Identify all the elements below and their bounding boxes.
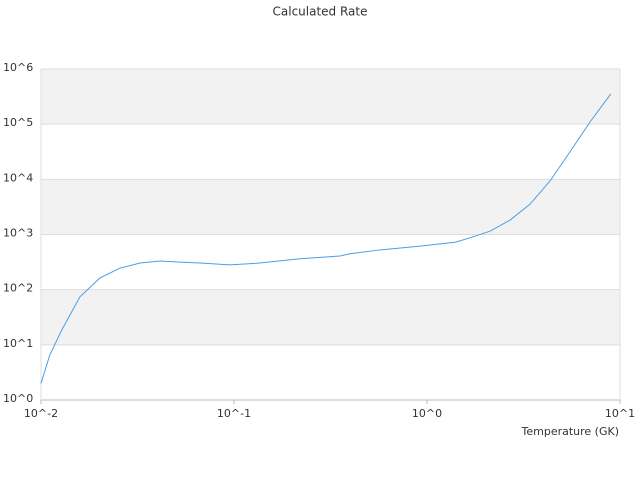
y-tick-label: 10^2 <box>3 282 33 295</box>
grid-band <box>41 69 620 125</box>
x-tick-label: 10^1 <box>605 407 635 420</box>
grid-band <box>41 179 620 235</box>
data-line <box>40 93 612 384</box>
x-tick-label: 10^-1 <box>217 407 251 420</box>
chart-title: Calculated Rate <box>273 5 368 19</box>
y-tick-label: 10^3 <box>3 227 33 240</box>
y-tick-label: 10^0 <box>3 392 33 405</box>
x-tick-label: 10^0 <box>412 407 442 420</box>
y-tick-label: 10^5 <box>3 116 33 129</box>
y-tick-label: 10^1 <box>3 337 33 350</box>
x-axis-label: Temperature (GK) <box>521 425 620 438</box>
y-tick-label: 10^6 <box>3 61 33 74</box>
grid-band <box>41 289 620 345</box>
y-tick-label: 10^4 <box>3 171 33 184</box>
x-tick-label: 10^-2 <box>24 407 58 420</box>
